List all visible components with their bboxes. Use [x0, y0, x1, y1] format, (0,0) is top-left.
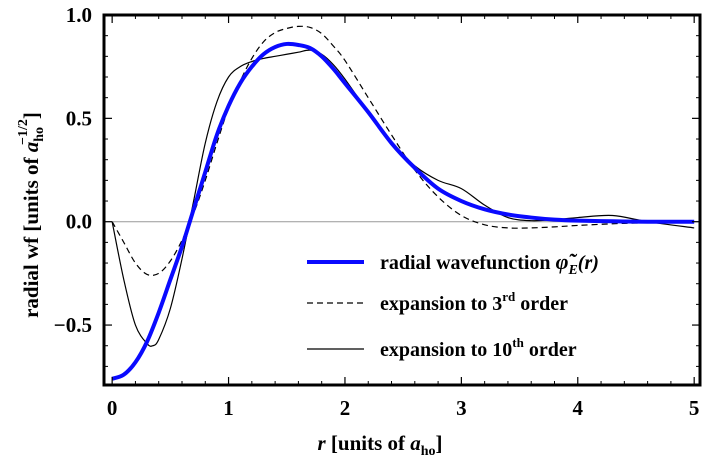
y-tick-label: 0.5	[66, 106, 92, 130]
series-group	[111, 25, 695, 381]
x-tick-label: 0	[107, 396, 118, 420]
x-tick-label: 2	[340, 396, 351, 420]
series-line-thin-solid	[111, 49, 695, 347]
y-tick-label: 1.0	[66, 3, 92, 27]
legend-entry: expansion to 3rd order	[380, 289, 568, 315]
x-axis-label: r [units of aho]	[317, 431, 442, 459]
y-tick-label: −0.5	[54, 313, 92, 337]
series-line-dashed	[111, 25, 695, 277]
x-tick-label: 4	[573, 396, 584, 420]
plot-frame	[102, 13, 702, 387]
series-line-thick-solid	[111, 41, 695, 381]
x-axis-title: r [units of aho]	[317, 431, 442, 459]
y-axis-label: radial wf [units of aho−1/2]	[16, 112, 47, 318]
x-tick-label: 1	[223, 396, 234, 420]
x-tick-label: 3	[456, 396, 467, 420]
y-axis-title: radial wf [units of aho−1/2]	[16, 112, 47, 318]
y-tick-label: 0.0	[66, 210, 92, 234]
legend-entry: radial wavefunction φ̃E(r)	[380, 249, 599, 278]
legend: radial wavefunction φ̃E(r) expansion to 3…	[307, 249, 599, 361]
legend-entry: expansion to 10th order	[380, 335, 577, 361]
axis-ticks: 0 1 2 3 4 5 −0.5 0.0 0.5 1.0	[54, 3, 700, 420]
x-tick-label: 5	[689, 396, 700, 420]
